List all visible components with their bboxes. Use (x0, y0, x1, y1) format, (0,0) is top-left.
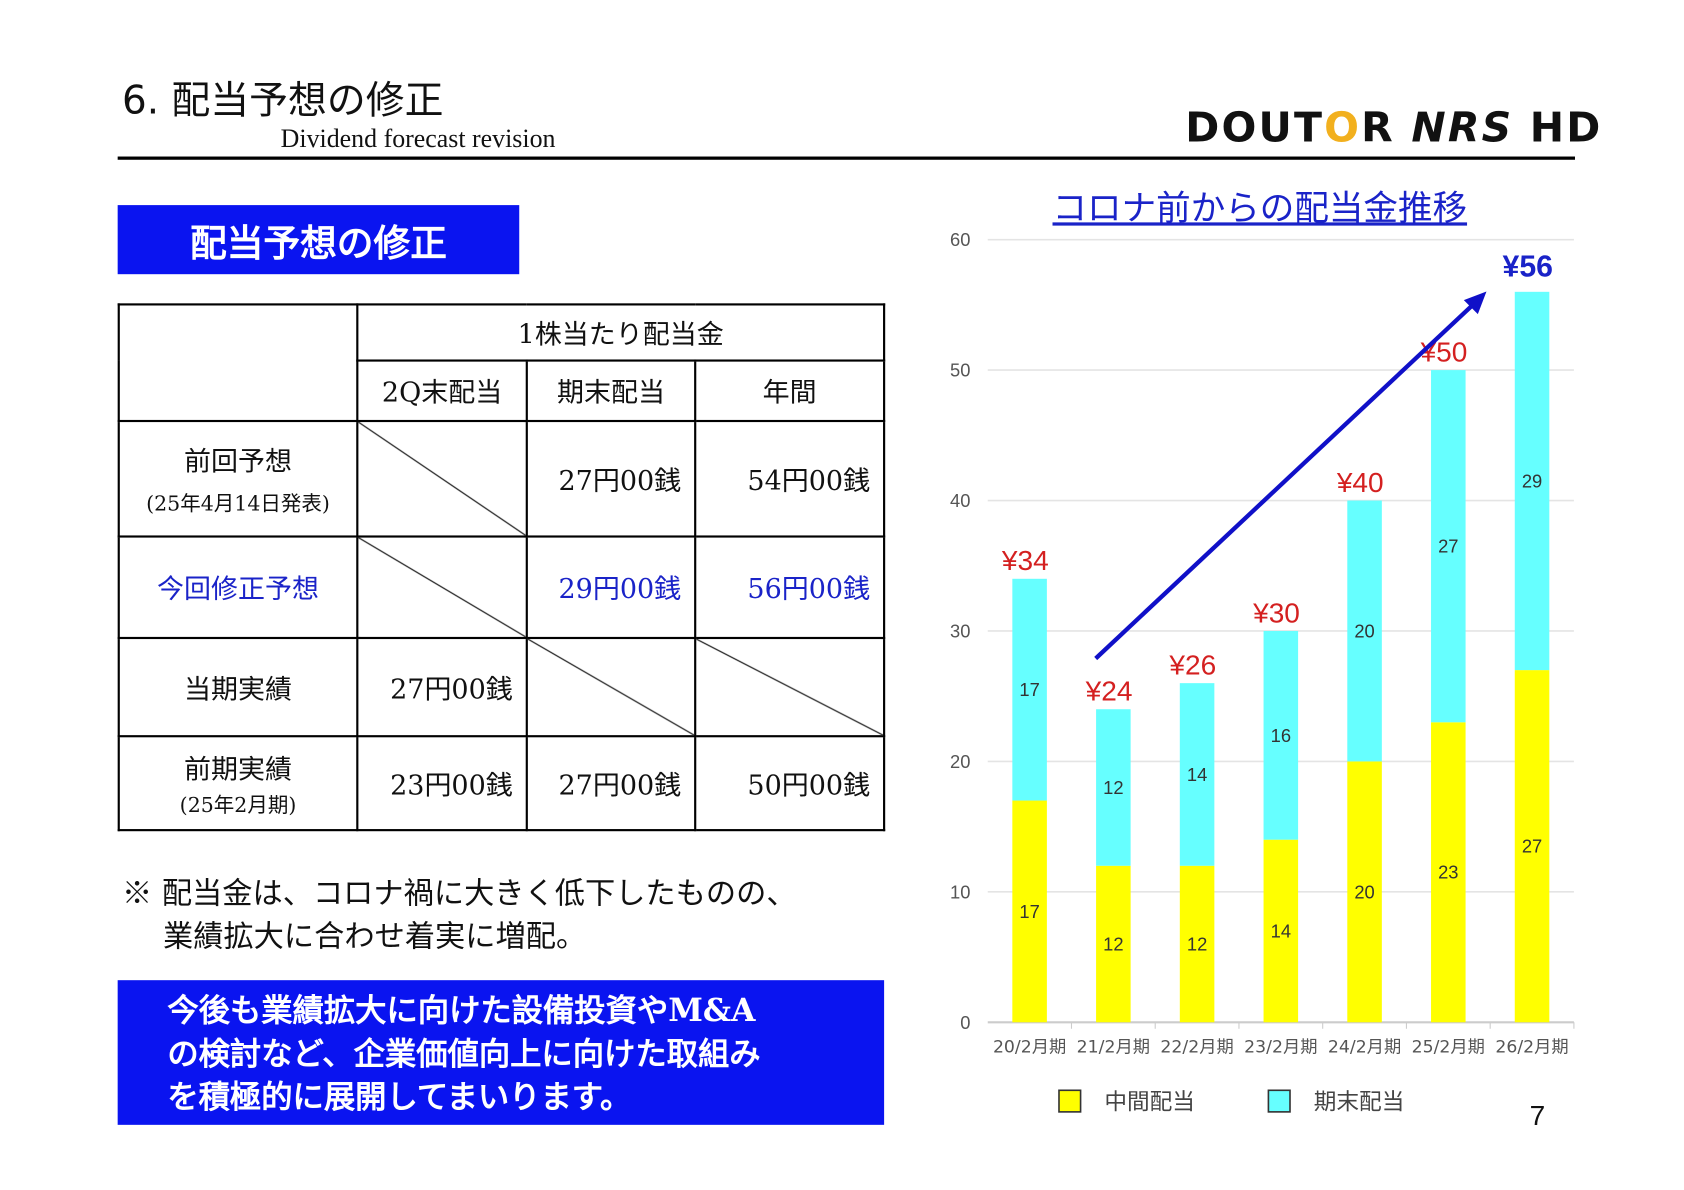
bar-segment (1514, 291, 1550, 671)
column-header: 年間 (694, 359, 886, 423)
arrow-head-icon (1463, 291, 1487, 315)
legend-label: 中間配当 (1104, 1090, 1195, 1116)
y-tick-label: 0 (960, 1012, 970, 1033)
trend-arrow (1094, 299, 1479, 661)
empty-cell (525, 636, 697, 738)
empty-cell (694, 636, 886, 738)
bar-segment (1514, 670, 1550, 1023)
bar-segment (1431, 722, 1466, 1023)
table-cell: 27円00銭 (525, 735, 697, 832)
dividend-table: 1株当たり配当金 2Q末配当 期末配当 年間 前回予想 (25年4月14日発表) … (117, 303, 886, 832)
row-label: 今回修正予想 (117, 535, 359, 640)
table-corner (117, 303, 359, 423)
table-row: 当期実績 27円00銭 (117, 636, 886, 738)
y-tick-label: 50 (950, 360, 970, 381)
bar-segment (1263, 630, 1299, 840)
data-label: 14 (1271, 920, 1291, 941)
y-tick-label: 30 (950, 620, 970, 641)
y-tick-label: 20 (950, 751, 970, 772)
data-label: 12 (1103, 933, 1123, 954)
x-tick-label: 24/2月期 (1328, 1038, 1401, 1058)
group-header: 1株当たり配当金 (356, 303, 886, 362)
legend-swatch (1267, 1089, 1291, 1113)
bar-segment (1179, 865, 1215, 1023)
table-cell: 54円00銭 (694, 419, 886, 538)
data-label: 27 (1438, 536, 1458, 557)
callout-box: 今後も業績拡大に向けた設備投資やM&A の検討など、企業価値向上に向けた取組み … (117, 980, 885, 1125)
total-label: ¥40 (1336, 467, 1384, 498)
data-label: 20 (1354, 620, 1374, 641)
legend-swatch (1058, 1089, 1082, 1113)
x-tick-label: 22/2月期 (1160, 1038, 1233, 1058)
x-tick-label: 25/2月期 (1412, 1038, 1485, 1058)
table-row: 前回予想 (25年4月14日発表) 27円00銭 54円00銭 (117, 419, 886, 538)
column-header: 期末配当 (525, 359, 697, 423)
empty-cell (356, 419, 528, 538)
table-row: 今回修正予想 29円00銭 56円00銭 (117, 535, 886, 640)
header-divider (117, 156, 1575, 160)
bar-segment (1096, 709, 1131, 866)
data-label: 23 (1438, 862, 1458, 883)
bar-segment (1347, 761, 1382, 1023)
chart-title: コロナ前からの配当金推移 (1052, 187, 1468, 229)
table-cell: 50円00銭 (694, 735, 886, 832)
data-label: 27 (1522, 836, 1542, 857)
data-label: 14 (1187, 764, 1207, 785)
empty-cell (356, 535, 528, 640)
data-label: 12 (1187, 933, 1207, 954)
data-label: 17 (1019, 901, 1039, 922)
total-label: ¥26 (1168, 650, 1216, 681)
x-tick-label: 21/2月期 (1077, 1038, 1150, 1058)
total-label: ¥56 (1503, 251, 1553, 284)
data-label: 29 (1522, 470, 1542, 491)
table-cell: 23円00銭 (356, 735, 528, 832)
total-label: ¥50 (1420, 336, 1468, 367)
section-badge: 配当予想の修正 (117, 205, 520, 275)
total-label: ¥30 (1252, 597, 1300, 628)
bar-segment (1347, 500, 1382, 762)
bar-segment (1263, 839, 1299, 1023)
total-label: ¥24 (1085, 676, 1133, 707)
page-subtitle: Dividend forecast revision (280, 125, 556, 154)
bar-segment (1012, 578, 1047, 801)
y-tick-label: 10 (950, 881, 970, 902)
data-label: 16 (1271, 725, 1291, 746)
bar-segment (1096, 865, 1131, 1023)
bar-segment (1431, 370, 1466, 723)
x-tick-label: 26/2月期 (1495, 1038, 1568, 1058)
bar-segment (1179, 683, 1215, 866)
row-label: 当期実績 (117, 636, 359, 738)
table-cell: 56円00銭 (694, 535, 886, 640)
company-logo: DOUTOR NRS HD (1185, 103, 1603, 152)
table-cell: 27円00銭 (356, 636, 528, 738)
x-tick-label: 23/2月期 (1244, 1038, 1317, 1058)
table-row: 前期実績 (25年2月期) 23円00銭 27円00銭 50円00銭 (117, 735, 886, 832)
note-text: ※ 配当金は、コロナ禍に大きく低下したものの、 業績拡大に合わせ着実に増配。 (121, 875, 797, 955)
dividend-chart: 0 10 20 30 40 50 60 17 17 ¥34 20/2月期 12 12 ¥24 21/2月期 1… (950, 229, 1575, 1116)
data-label: 17 (1019, 679, 1039, 700)
bar-segment (1012, 800, 1047, 1023)
legend-label: 期末配当 (1314, 1090, 1405, 1116)
data-label: 20 (1354, 881, 1374, 902)
data-label: 12 (1103, 777, 1123, 798)
table-cell: 27円00銭 (525, 419, 697, 538)
row-label: 前期実績 (25年2月期) (117, 735, 359, 832)
page-title: 6. 配当予想の修正 (121, 78, 444, 124)
table-cell: 29円00銭 (525, 535, 697, 640)
x-tick-label: 20/2月期 (993, 1038, 1066, 1058)
column-header: 2Q末配当 (356, 359, 528, 423)
page-number: 7 (1529, 1098, 1546, 1132)
row-label: 前回予想 (25年4月14日発表) (117, 419, 359, 538)
y-tick-label: 40 (950, 490, 970, 511)
total-label: ¥34 (1001, 545, 1049, 576)
y-tick-label: 60 (950, 229, 970, 250)
